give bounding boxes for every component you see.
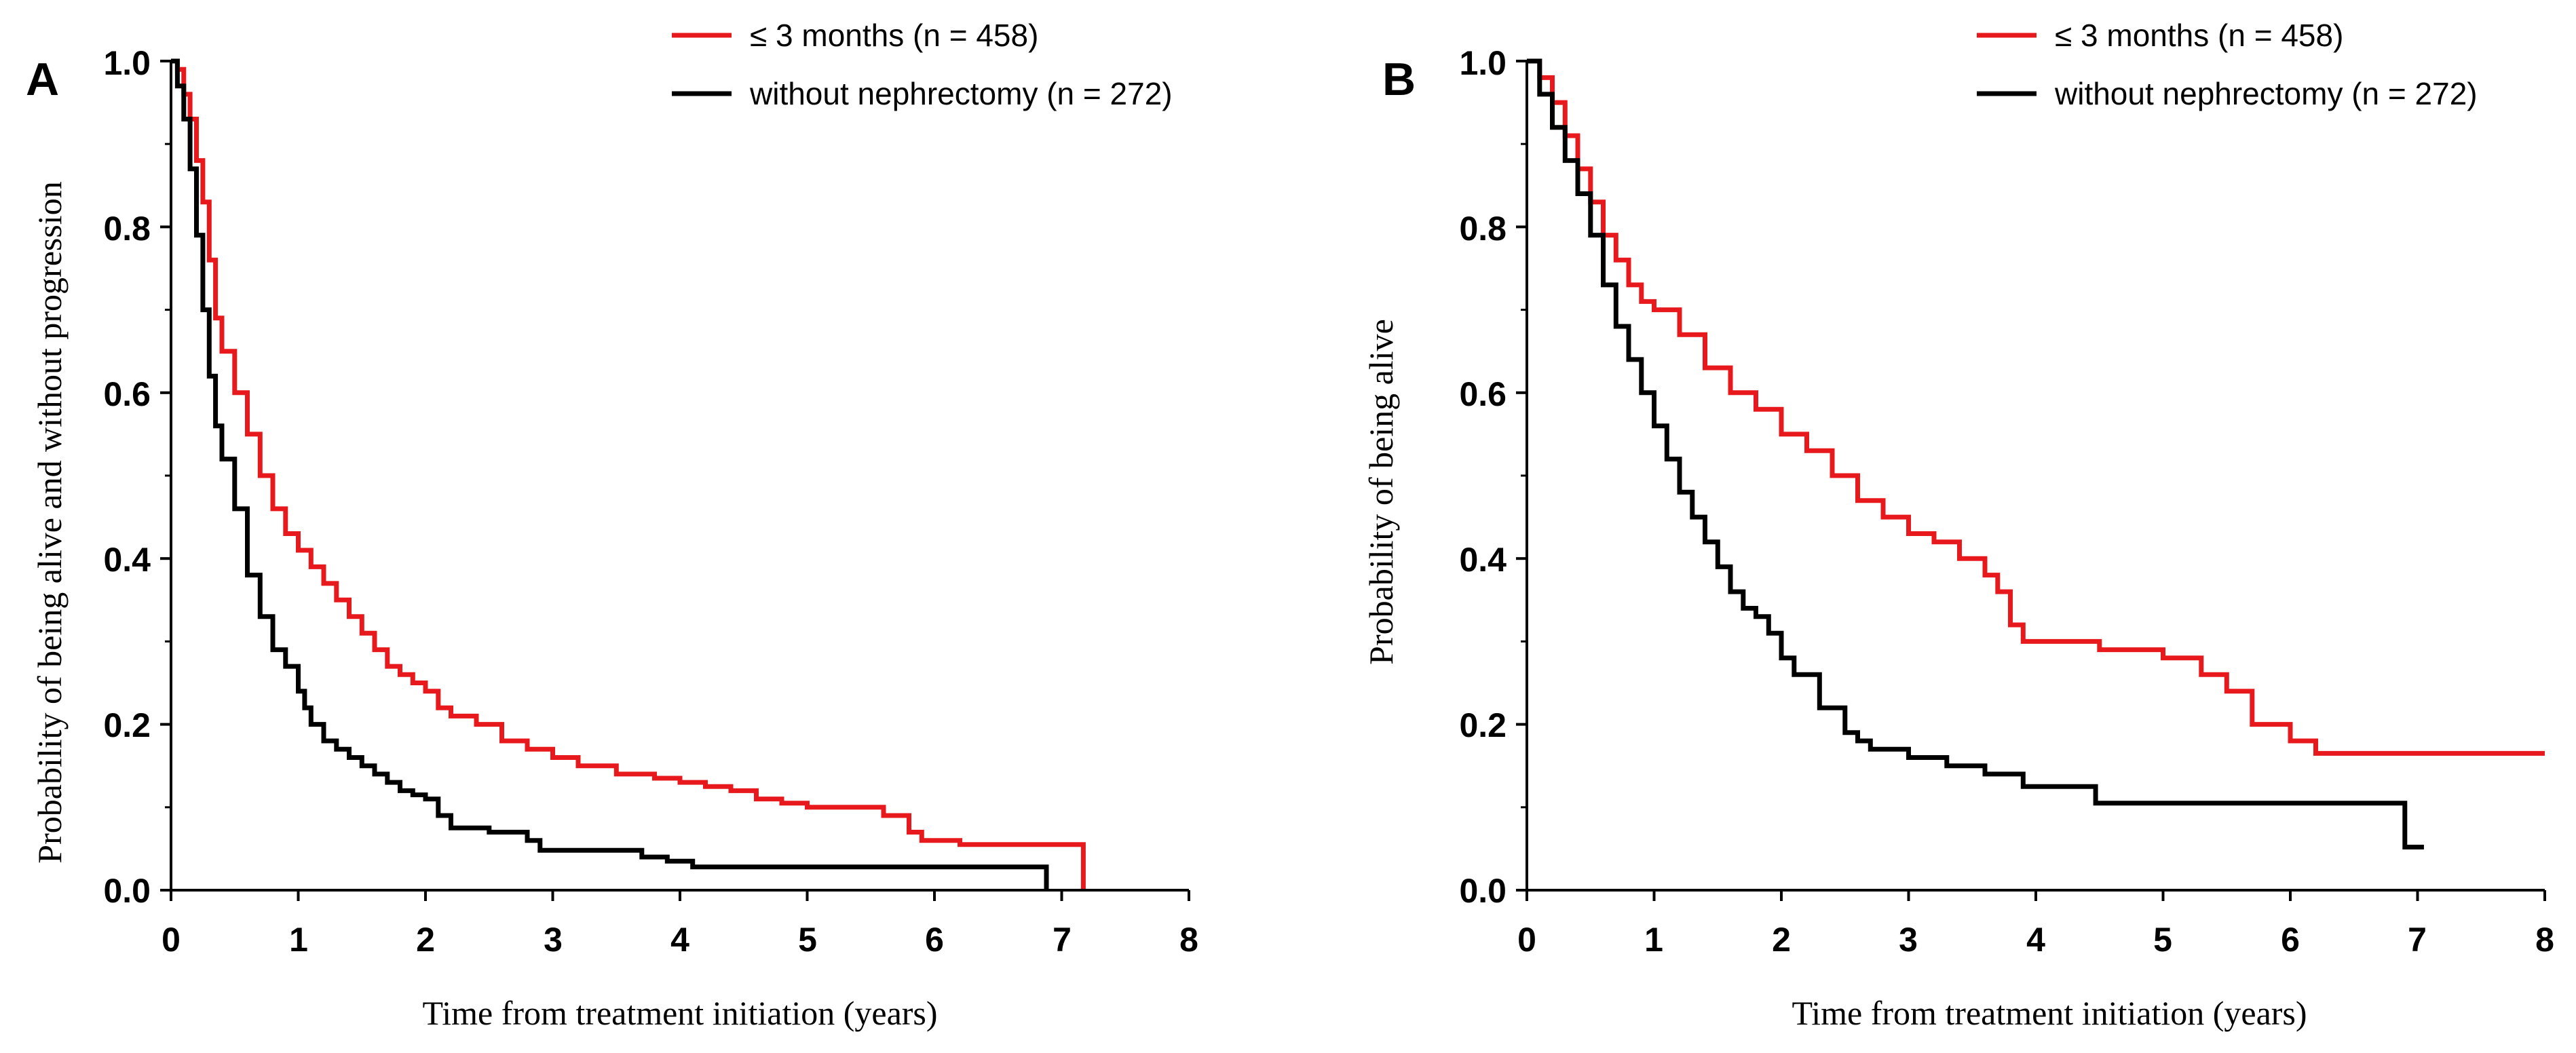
panel-b-x-tick-label: 4: [2026, 921, 2045, 959]
panel-a-y-tick-label: 0.2: [103, 706, 151, 744]
panel-a-label: A: [26, 54, 59, 105]
panel-a-x-tick-label: 6: [925, 921, 944, 959]
panel-b-x-tick-labels: 0 1 2 3 4 5 6 7 8: [1517, 921, 2554, 959]
panel-a-x-axis-title: Time from treatment initiation (years): [422, 994, 937, 1032]
panel-b-y-tick-label: 0.0: [1459, 872, 1507, 910]
panel-a-series-group: [171, 58, 1086, 890]
panel-b-tick-marks: [1516, 60, 2546, 901]
panel-b-series-line-1: [1527, 58, 2424, 849]
panel-a: A Probability of being alive and without…: [26, 18, 1198, 1032]
panel-a-legend: ≤ 3 months (n = 458) without nephrectomy…: [672, 18, 1173, 111]
panel-b-x-tick-label: 0: [1517, 921, 1536, 959]
panel-b-x-tick-label: 1: [1644, 921, 1663, 959]
panel-b-x-tick-label: 6: [2281, 921, 2300, 959]
panel-b-x-tick-label: 5: [2153, 921, 2172, 959]
panel-a-y-tick-label: 0.4: [103, 541, 151, 579]
panel-b-x-tick-label: 2: [1772, 921, 1791, 959]
panel-a-x-tick-labels: 0 1 2 3 4 5 6 7 8: [162, 921, 1198, 959]
panel-a-x-tick-label: 5: [798, 921, 817, 959]
panel-a-x-tick-label: 0: [162, 921, 181, 959]
panel-a-legend-label: without nephrectomy (n = 272): [749, 76, 1173, 111]
panel-b-x-axis-title: Time from treatment initiation (years): [1792, 994, 2307, 1032]
panel-a-x-tick-label: 7: [1053, 921, 1072, 959]
panel-a-tick-marks: [160, 60, 1190, 901]
panel-b-y-tick-label: 0.6: [1459, 375, 1507, 413]
panel-a-legend-label: ≤ 3 months (n = 458): [750, 18, 1038, 53]
panel-a-x-tick-label: 8: [1179, 921, 1198, 959]
panel-a-y-tick-label: 0.8: [103, 210, 151, 248]
panel-b-legend-label: ≤ 3 months (n = 458): [2055, 18, 2343, 53]
panel-a-y-tick-label: 1.0: [103, 44, 151, 82]
panel-b-y-tick-label: 1.0: [1459, 44, 1507, 82]
panel-a-x-tick-label: 2: [416, 921, 435, 959]
panel-b-y-tick-label: 0.4: [1459, 541, 1507, 579]
panel-b-y-tick-label: 0.2: [1459, 706, 1507, 744]
panel-a-x-tick-label: 1: [289, 921, 308, 959]
panel-b-label: B: [1382, 54, 1416, 105]
panel-a-y-tick-label: 0.0: [103, 872, 151, 910]
panel-a-y-tick-labels: 0.0 0.2 0.4 0.6 0.8 1.0: [103, 44, 151, 910]
panel-a-y-axis-title: Probability of being alive and without p…: [31, 181, 69, 863]
panel-b-legend-label: without nephrectomy (n = 272): [2054, 76, 2478, 111]
panel-a-y-tick-label: 0.6: [103, 375, 151, 413]
panel-a-series-line-1: [171, 58, 1049, 890]
panel-a-series-line-0: [171, 58, 1086, 890]
panel-b-series-group: [1527, 58, 2545, 849]
panel-b-x-tick-label: 7: [2408, 921, 2427, 959]
panel-b-y-axis-title: Probability of being alive: [1362, 319, 1400, 665]
panel-b-x-tick-label: 3: [1899, 921, 1918, 959]
panel-b-legend: ≤ 3 months (n = 458) without nephrectomy…: [1977, 18, 2478, 111]
panel-b-x-tick-label: 8: [2535, 921, 2554, 959]
panel-a-x-tick-label: 3: [544, 921, 563, 959]
panel-a-x-tick-label: 4: [670, 921, 689, 959]
panel-b-y-tick-label: 0.8: [1459, 210, 1507, 248]
panel-b-series-line-0: [1527, 58, 2545, 756]
panel-b-y-tick-labels: 0.0 0.2 0.4 0.6 0.8 1.0: [1459, 44, 1507, 910]
panel-b: B Probability of being alive Time from t…: [1362, 18, 2554, 1032]
